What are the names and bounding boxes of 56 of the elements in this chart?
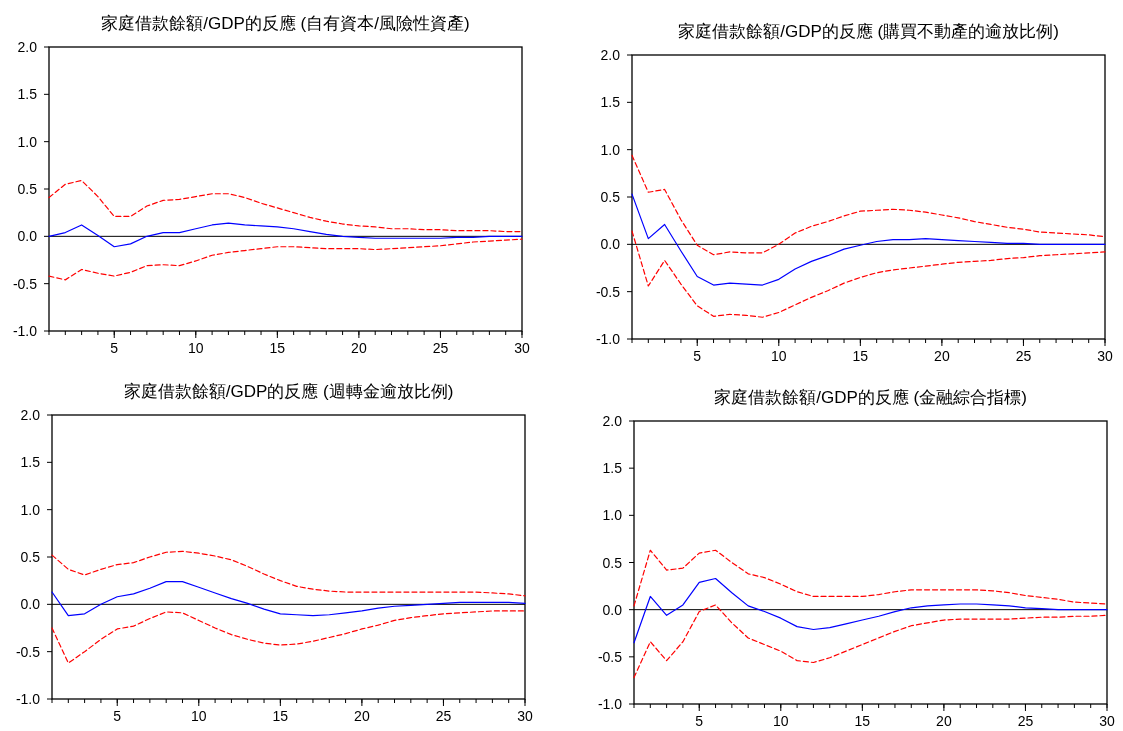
y-tick-label: 1.0 bbox=[602, 507, 623, 524]
y-tick-label: 1.5 bbox=[20, 454, 41, 471]
y-tick-label: 2.0 bbox=[600, 47, 621, 63]
y-tick-label: 0.0 bbox=[20, 596, 41, 613]
chart-title: 家庭借款餘額/GDP的反應 (週轉金逾放比例) bbox=[123, 382, 454, 401]
x-tick-label: 5 bbox=[695, 713, 704, 729]
y-tick-label: -1.0 bbox=[595, 331, 621, 347]
y-tick-label: 1.5 bbox=[602, 460, 623, 477]
x-tick-label: 10 bbox=[771, 348, 787, 364]
x-tick-label: 25 bbox=[435, 708, 452, 724]
y-tick-label: 1.5 bbox=[600, 94, 621, 111]
y-tick-label: -1.0 bbox=[12, 323, 38, 339]
x-tick-label: 30 bbox=[1097, 348, 1113, 364]
y-tick-label: -0.5 bbox=[12, 275, 38, 292]
y-tick-label: 0.0 bbox=[602, 601, 623, 618]
x-tick-label: 10 bbox=[191, 708, 207, 724]
y-tick-label: 0.5 bbox=[602, 554, 623, 571]
x-tick-label: 30 bbox=[514, 340, 530, 356]
y-tick-label: 1.0 bbox=[600, 141, 621, 158]
y-tick-label: 0.0 bbox=[17, 228, 38, 245]
x-tick-label: 10 bbox=[188, 340, 204, 356]
x-tick-label: 20 bbox=[934, 348, 950, 364]
x-tick-label: 20 bbox=[936, 713, 952, 729]
x-tick-label: 15 bbox=[854, 713, 871, 729]
y-tick-label: 2.0 bbox=[602, 413, 623, 429]
y-tick-label: -1.0 bbox=[597, 696, 623, 712]
x-tick-label: 15 bbox=[269, 340, 286, 356]
x-tick-label: 5 bbox=[693, 348, 702, 364]
y-tick-label: -0.5 bbox=[15, 643, 41, 660]
y-tick-label: 0.5 bbox=[20, 549, 41, 565]
x-tick-label: 30 bbox=[1099, 713, 1115, 729]
y-tick-label: 1.0 bbox=[17, 133, 38, 150]
chart-title: 家庭借款餘額/GDP的反應 (自有資本/風險性資產) bbox=[101, 14, 470, 33]
y-tick-label: 1.5 bbox=[17, 86, 38, 103]
x-tick-label: 20 bbox=[351, 340, 367, 356]
x-tick-label: 15 bbox=[272, 708, 289, 724]
x-tick-label: 5 bbox=[113, 708, 122, 724]
x-tick-label: 25 bbox=[1017, 713, 1034, 729]
y-tick-label: -0.5 bbox=[597, 648, 623, 665]
x-tick-label: 25 bbox=[1015, 348, 1032, 364]
x-tick-label: 15 bbox=[852, 348, 869, 364]
x-tick-label: 30 bbox=[517, 708, 533, 724]
x-tick-label: 20 bbox=[354, 708, 370, 724]
y-tick-label: 2.0 bbox=[20, 407, 41, 423]
y-tick-label: 2.0 bbox=[17, 39, 38, 55]
chart-title: 家庭借款餘額/GDP的反應 (金融綜合指標) bbox=[714, 388, 1027, 407]
y-tick-label: 1.0 bbox=[20, 501, 41, 518]
x-tick-label: 25 bbox=[432, 340, 449, 356]
y-tick-label: -1.0 bbox=[15, 691, 41, 707]
x-tick-label: 10 bbox=[773, 713, 789, 729]
y-tick-label: 0.0 bbox=[600, 236, 621, 253]
chart-title: 家庭借款餘額/GDP的反應 (購買不動產的逾放比例) bbox=[678, 22, 1059, 41]
x-tick-label: 5 bbox=[110, 340, 119, 356]
y-tick-label: 0.5 bbox=[600, 189, 621, 205]
y-tick-label: 0.5 bbox=[17, 181, 38, 197]
y-tick-label: -0.5 bbox=[595, 283, 621, 300]
